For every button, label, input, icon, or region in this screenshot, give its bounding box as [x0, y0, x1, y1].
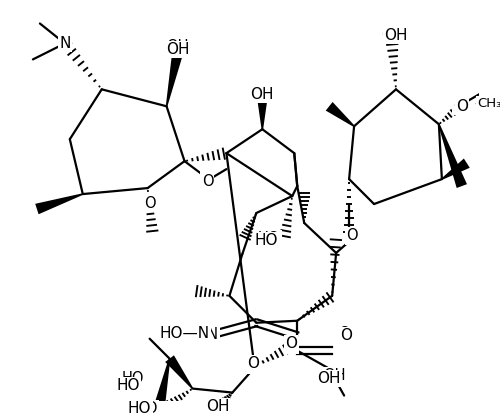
Text: OH: OH [323, 368, 345, 383]
Text: HO—N: HO—N [160, 326, 210, 341]
Text: HO: HO [128, 401, 152, 416]
Polygon shape [438, 124, 467, 188]
Text: O: O [286, 338, 298, 353]
Text: OH: OH [250, 87, 274, 102]
Text: —: — [474, 96, 488, 111]
Text: O: O [346, 228, 358, 243]
Text: CH₃: CH₃ [477, 97, 500, 110]
Text: O: O [144, 196, 156, 210]
Text: N: N [59, 36, 70, 51]
Text: HO: HO [255, 233, 278, 248]
Text: OH: OH [166, 39, 189, 54]
Polygon shape [326, 102, 354, 127]
Text: O: O [338, 326, 350, 341]
Text: O: O [456, 99, 468, 114]
Text: O: O [202, 172, 213, 187]
Text: HO: HO [122, 371, 144, 386]
Text: OH: OH [381, 28, 404, 43]
Text: HO—N: HO—N [170, 327, 218, 342]
Text: HO: HO [136, 401, 158, 416]
Polygon shape [257, 97, 268, 129]
Text: OH: OH [384, 28, 407, 43]
Polygon shape [165, 355, 193, 389]
Text: OH: OH [318, 371, 341, 386]
Polygon shape [154, 359, 170, 407]
Text: HO: HO [258, 231, 280, 246]
Text: O: O [202, 173, 213, 188]
Text: OH: OH [206, 399, 229, 414]
Polygon shape [35, 193, 83, 214]
Text: N: N [60, 36, 70, 51]
Polygon shape [166, 52, 183, 106]
Text: O: O [453, 99, 464, 114]
Text: HO: HO [116, 378, 140, 393]
Text: OH: OH [208, 401, 231, 416]
Text: O: O [248, 356, 260, 371]
Text: O: O [286, 336, 298, 351]
Text: O: O [340, 328, 352, 343]
Polygon shape [442, 158, 470, 180]
Text: O: O [456, 99, 468, 114]
Text: O: O [248, 358, 260, 373]
Text: OH: OH [166, 42, 190, 57]
